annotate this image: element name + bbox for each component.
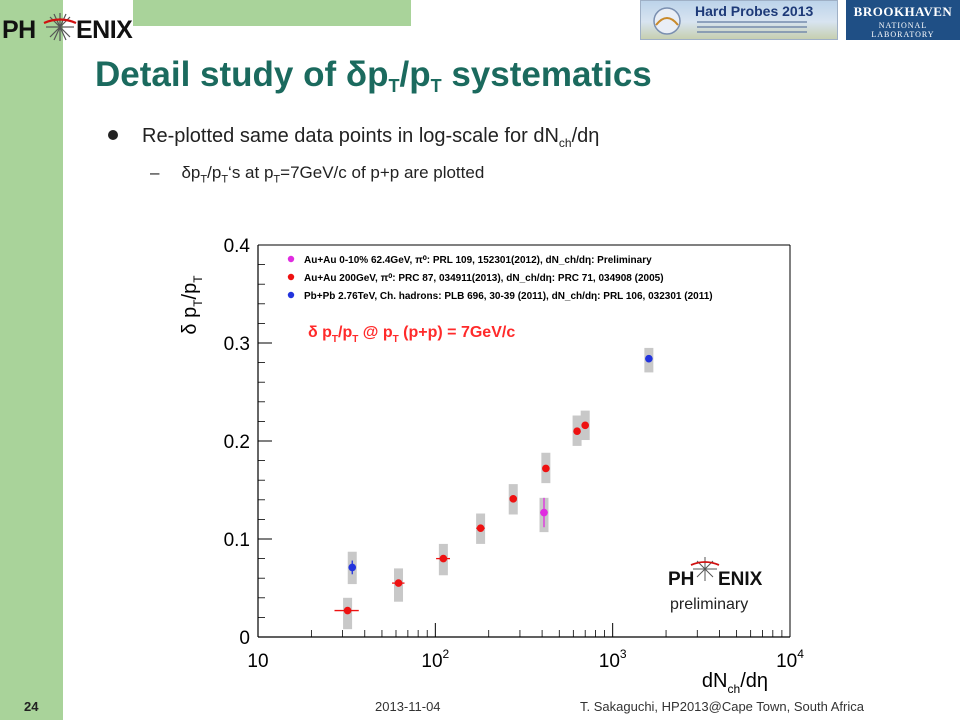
hard-probes-banner: Hard Probes 2013 — [640, 0, 838, 40]
banner-title: Hard Probes 2013 — [695, 3, 814, 19]
chart-background — [160, 225, 830, 700]
data-point — [645, 354, 653, 363]
data-point — [439, 554, 448, 563]
data-point — [394, 579, 403, 587]
legend: Au+Au 0-10% 62.4GeV, π⁰: PRL 109, 152301… — [287, 255, 713, 302]
legend-label-200gev: Au+Au 200GeV, π⁰: PRC 87, 034911(2013), … — [304, 273, 664, 284]
data-point — [343, 606, 352, 615]
legend-label-62gev: Au+Au 0-10% 62.4GeV, π⁰: PRL 109, 152301… — [304, 255, 652, 266]
dpt-vs-dnch-chart: 00.10.20.30.410 102 103 104 Au+Au 0-10% 62.… — [160, 225, 830, 700]
y-axis-label: δ pT/pT — [179, 275, 205, 335]
bullet-point-1: Re-plotted same data points in log-scale… — [108, 125, 599, 150]
data-point — [509, 495, 518, 503]
watermark-logo-right: ENIX — [718, 569, 763, 590]
footer-date: 2013-11-04 — [375, 699, 441, 714]
legend-label-276tev: Pb+Pb 2.76TeV, Ch. hadrons: PLB 696, 30-… — [304, 291, 713, 302]
phenix-logo-left: PH — [2, 16, 36, 44]
bullet-point-2: – δpT/pT‘s at pT=7GeV/c of p+p are plotte… — [150, 163, 485, 186]
data-point — [542, 464, 550, 473]
x-tick-label: 10 — [247, 651, 268, 672]
page-number: 24 — [24, 699, 39, 714]
watermark-star-icon — [690, 557, 720, 581]
bnl-logo-sub: NATIONAL LABORATORY — [871, 21, 935, 39]
x-axis-label: dNch/dη — [702, 670, 768, 696]
data-point — [348, 563, 357, 572]
data-point — [573, 427, 581, 435]
y-tick-label: 0.2 — [224, 432, 250, 453]
phenix-star-icon — [43, 13, 77, 41]
data-points — [334, 354, 653, 615]
axis-ticks: 00.10.20.30.410 102 103 104 — [224, 236, 805, 672]
top-accent-bar — [133, 0, 411, 26]
phenix-logo-right: ENIX — [76, 16, 133, 44]
data-point — [540, 508, 548, 517]
y-tick-label: 0 — [239, 628, 250, 649]
legend-marker-62gev — [287, 255, 295, 263]
left-accent-bar — [0, 0, 63, 720]
phenix-logo: PH ENIX — [0, 8, 140, 44]
watermark-logo-left: PH — [668, 569, 694, 590]
footer-author: T. Sakaguchi, HP2013@Cape Town, South Af… — [580, 699, 864, 714]
y-tick-label: 0.4 — [224, 236, 251, 257]
conference-emblem-icon — [653, 7, 681, 35]
data-point — [476, 524, 485, 533]
banner-subtitle-lines — [697, 21, 807, 36]
data-point — [581, 421, 589, 430]
chart-annotation: δ pT/pT @ pT (p+p) = 7GeV/c — [308, 324, 515, 345]
bullet-dot-icon — [108, 130, 118, 140]
slide-title: Detail study of δpT/pT systematics — [95, 55, 652, 96]
watermark-preliminary: preliminary — [670, 596, 748, 613]
y-tick-label: 0.3 — [224, 334, 250, 355]
legend-marker-276tev — [287, 291, 295, 299]
brookhaven-logo: BROOKHAVEN NATIONAL LABORATORY — [846, 0, 960, 40]
svg-text:δ pT/pT: δ pT/pT — [179, 275, 205, 335]
bullet-dash: – — [150, 163, 160, 182]
legend-marker-200gev — [287, 273, 295, 281]
bnl-logo-main: BROOKHAVEN — [853, 4, 953, 19]
phenix-preliminary-watermark: PH ENIX preliminary — [668, 557, 763, 613]
y-tick-label: 0.1 — [224, 530, 250, 551]
